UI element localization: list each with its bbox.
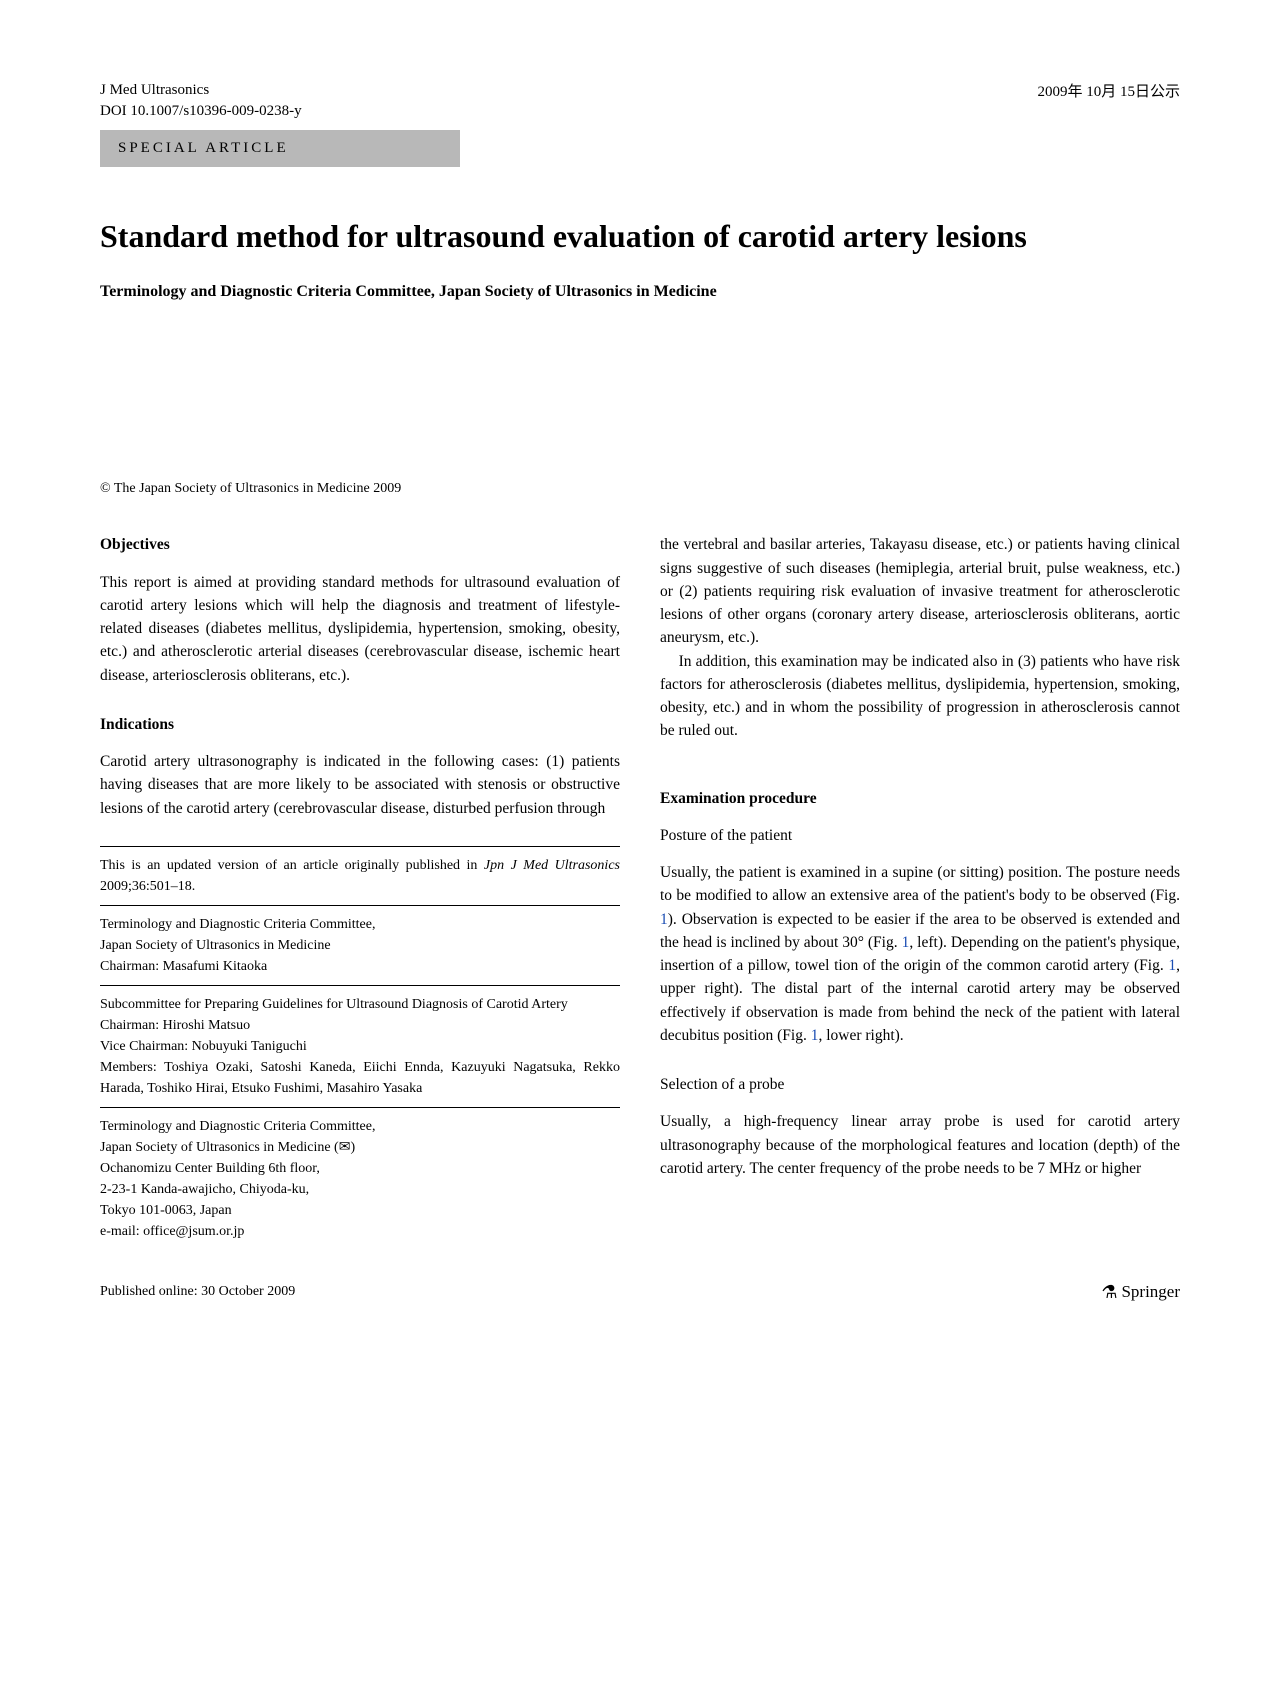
springer-logo: ⚗ Springer	[1101, 1282, 1180, 1303]
right-column: the vertebral and basilar arteries, Taka…	[660, 533, 1180, 1242]
posture-body: Usually, the patient is examined in a su…	[660, 861, 1180, 1047]
article-type-badge: SPECIAL ARTICLE	[100, 130, 460, 167]
posture-e: , lower right).	[818, 1027, 903, 1044]
indications-continued-1: the vertebral and basilar arteries, Taka…	[660, 533, 1180, 649]
footnote-block: This is an updated version of an article…	[100, 846, 620, 1242]
left-column: Objectives This report is aimed at provi…	[100, 533, 620, 1242]
indications-continued-2: In addition, this examination may be ind…	[660, 650, 1180, 743]
objectives-body: This report is aimed at providing standa…	[100, 571, 620, 687]
authors: Terminology and Diagnostic Criteria Comm…	[100, 283, 1180, 301]
publisher-name: Springer	[1121, 1282, 1180, 1302]
probe-body: Usually, a high-frequency linear array p…	[660, 1110, 1180, 1180]
footnote-contact: Terminology and Diagnostic Criteria Comm…	[100, 1116, 620, 1242]
indications-body: Carotid artery ultrasonography is indica…	[100, 750, 620, 820]
springer-icon: ⚗	[1101, 1282, 1117, 1303]
fn1-b: Jpn J Med Ultrasonics	[484, 858, 620, 873]
fig-link-1c[interactable]: 1	[1168, 957, 1176, 974]
publish-date-note: 2009年 10月 15日公示	[1037, 80, 1180, 101]
fn1-c: 2009;36:501–18.	[100, 879, 195, 894]
journal-name: J Med Ultrasonics	[100, 80, 302, 101]
posture-subheading: Posture of the patient	[660, 824, 1180, 847]
copyright: © The Japan Society of Ultrasonics in Me…	[100, 481, 1180, 497]
indications-heading: Indications	[100, 713, 620, 736]
body-columns: Objectives This report is aimed at provi…	[100, 533, 1180, 1242]
objectives-heading: Objectives	[100, 533, 620, 556]
fn1-a: This is an updated version of an article…	[100, 858, 484, 873]
article-title: Standard method for ultrasound evaluatio…	[100, 217, 1180, 255]
posture-a: Usually, the patient is examined in a su…	[660, 864, 1180, 904]
footnote-original-publication: This is an updated version of an article…	[100, 855, 620, 906]
probe-subheading: Selection of a probe	[660, 1073, 1180, 1096]
footnote-subcommittee: Subcommittee for Preparing Guidelines fo…	[100, 994, 620, 1108]
journal-info: J Med Ultrasonics DOI 10.1007/s10396-009…	[100, 80, 302, 122]
header-row: J Med Ultrasonics DOI 10.1007/s10396-009…	[100, 80, 1180, 122]
fig-link-1a[interactable]: 1	[660, 911, 668, 928]
published-online: Published online: 30 October 2009	[100, 1284, 295, 1300]
doi: DOI 10.1007/s10396-009-0238-y	[100, 101, 302, 122]
examination-heading: Examination procedure	[660, 787, 1180, 810]
footnote-committee: Terminology and Diagnostic Criteria Comm…	[100, 914, 620, 986]
footer-row: Published online: 30 October 2009 ⚗ Spri…	[100, 1282, 1180, 1303]
